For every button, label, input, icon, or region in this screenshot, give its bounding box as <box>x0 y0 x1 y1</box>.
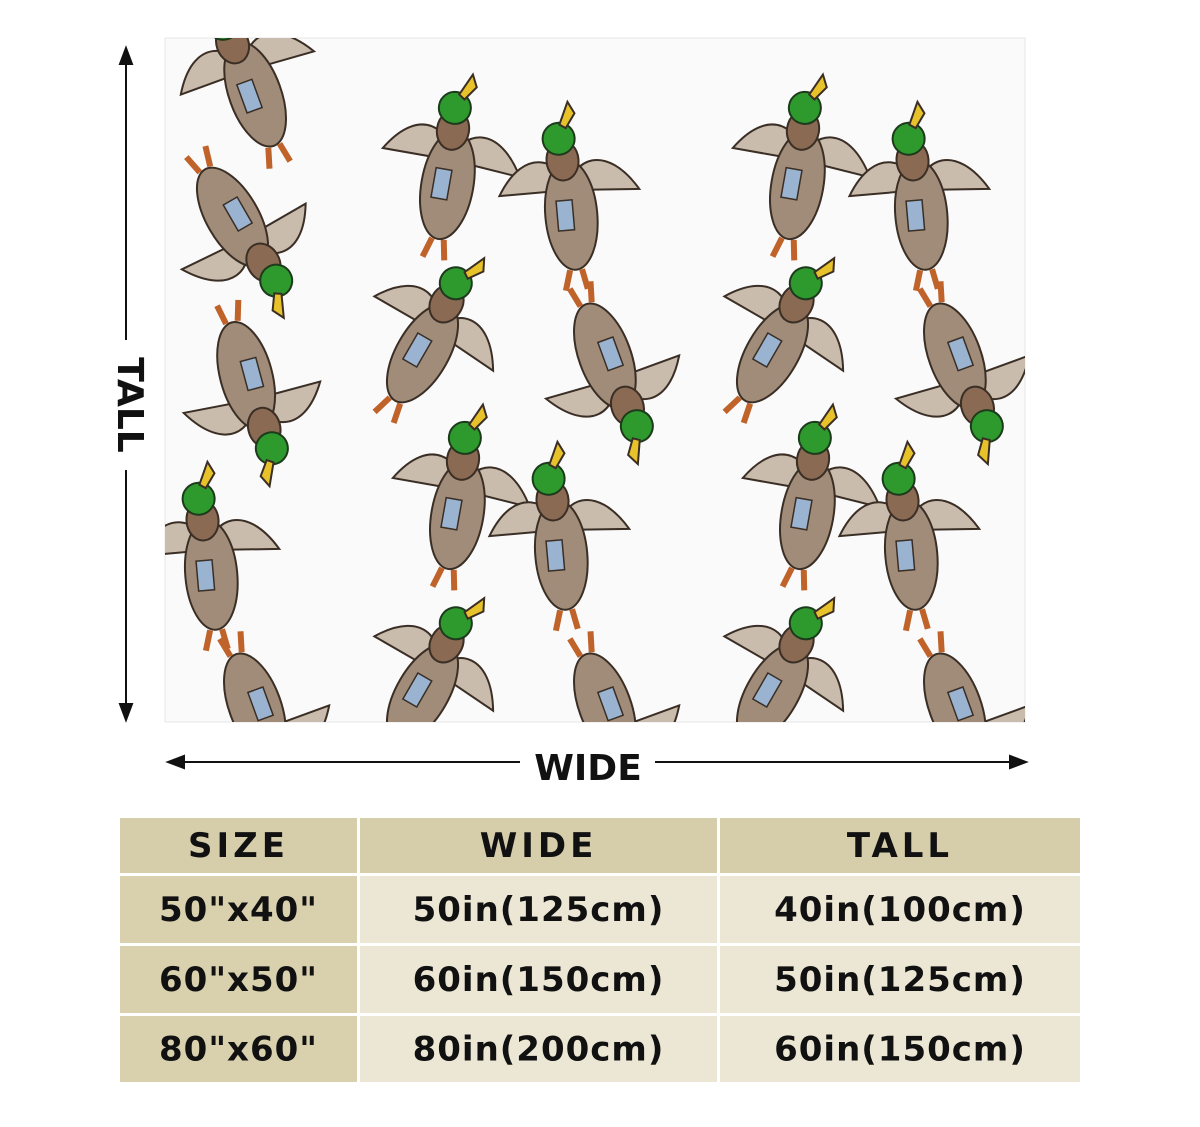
cell-text: 50"x40" <box>159 890 318 930</box>
header-text: SIZE <box>188 826 289 866</box>
size-table: SIZE WIDE TALL 50"x40" 50in(125cm) 40in(100cm… <box>120 818 1080 1082</box>
wide-dimension <box>165 754 1029 770</box>
cell-text: 80"x60" <box>159 1030 318 1070</box>
table-cell <box>720 876 1080 943</box>
tall-label: TALL <box>109 357 150 453</box>
table-cell <box>720 1016 1080 1082</box>
wide-label: WIDE <box>534 748 642 789</box>
header-cell <box>120 818 357 873</box>
table-cell <box>120 876 357 943</box>
table-cell <box>360 876 717 943</box>
table-cell <box>360 946 717 1013</box>
blanket <box>164 37 1026 723</box>
header-text: TALL <box>847 826 953 866</box>
header-cell <box>360 818 717 873</box>
header-text: WIDE <box>480 826 598 866</box>
tall-dimension <box>118 45 134 723</box>
cell-text: 60in(150cm) <box>413 960 665 1000</box>
table-cell <box>360 1016 717 1082</box>
header-cell <box>720 818 1080 873</box>
cell-text: 80in(200cm) <box>413 1030 665 1070</box>
cell-text: 60in(150cm) <box>774 1030 1026 1070</box>
cell-text: 40in(100cm) <box>774 890 1026 930</box>
table-cell <box>120 1016 357 1082</box>
cell-text: 60"x50" <box>159 960 318 1000</box>
cell-text: 50in(125cm) <box>774 960 1026 1000</box>
cell-text: 50in(125cm) <box>413 890 665 930</box>
table-cell <box>120 946 357 1013</box>
table-cell <box>720 946 1080 1013</box>
